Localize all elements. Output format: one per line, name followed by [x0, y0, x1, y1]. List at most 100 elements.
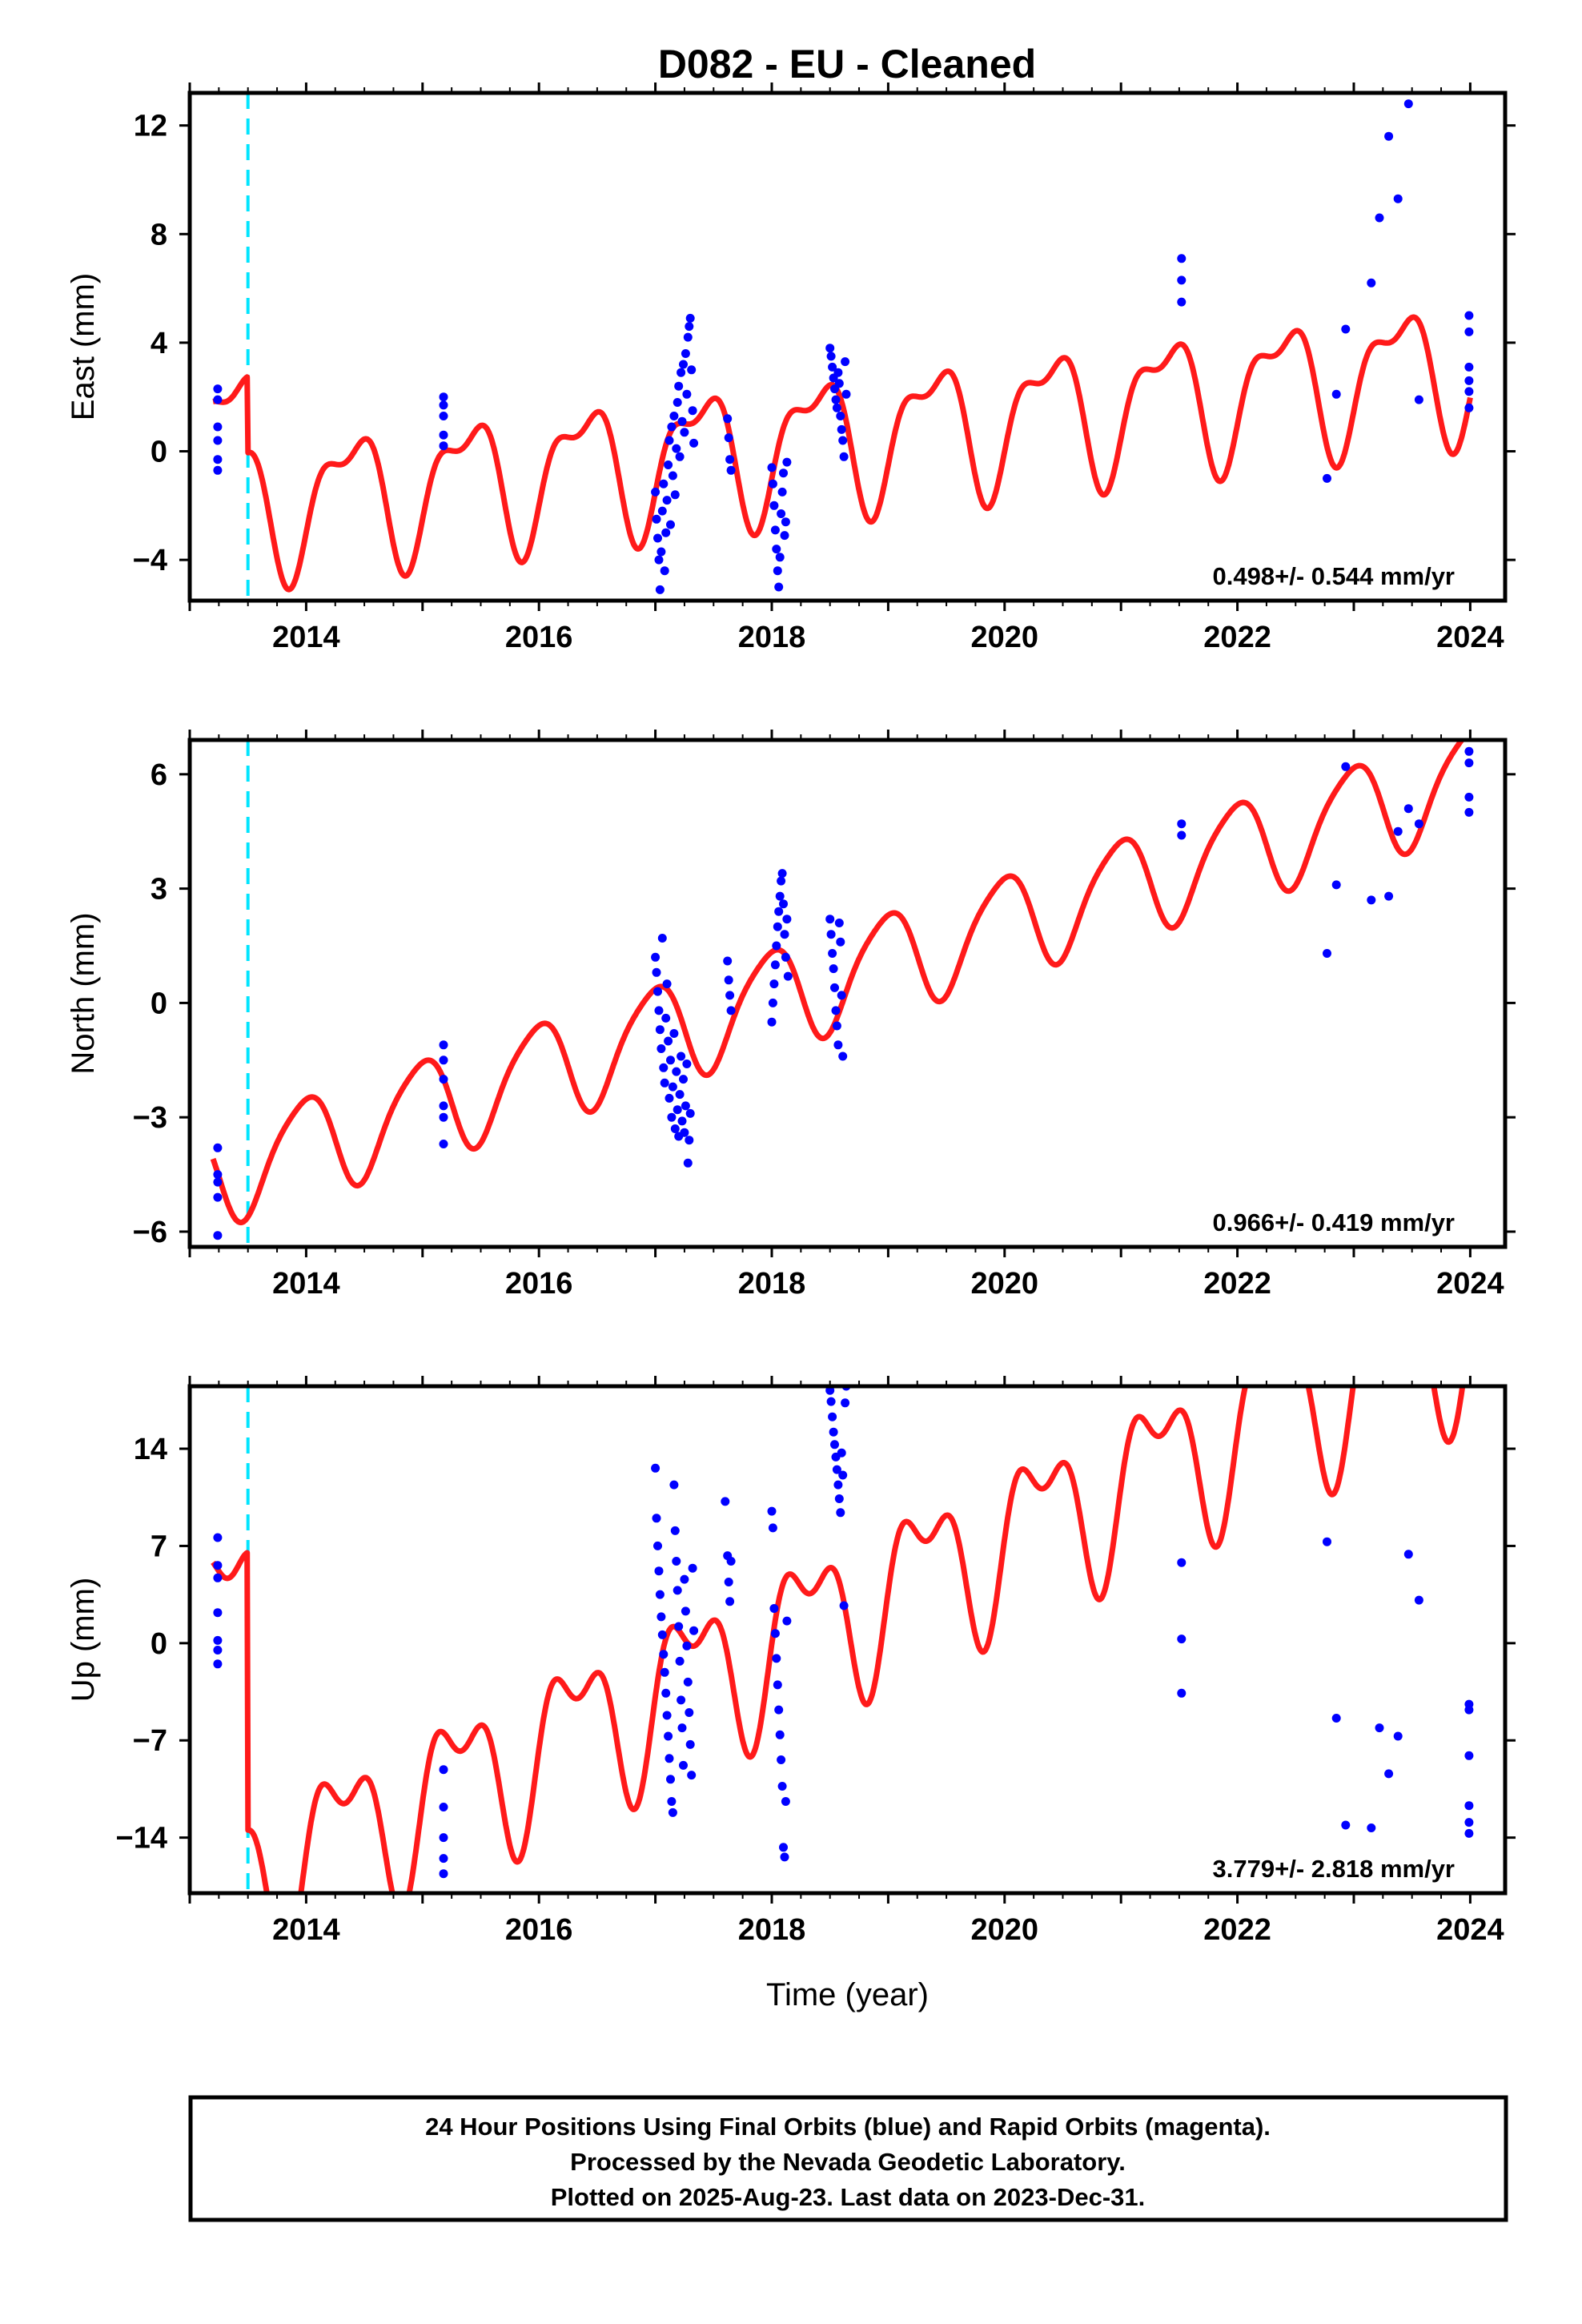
data-point — [782, 915, 792, 924]
data-point — [772, 1654, 781, 1663]
data-point — [652, 967, 661, 977]
data-point — [1331, 880, 1341, 890]
data-point — [439, 1140, 448, 1148]
y-axis-label: North (mm) — [66, 912, 101, 1074]
data-point — [651, 487, 661, 497]
model-curve — [211, 314, 1473, 593]
data-point — [439, 1765, 448, 1775]
data-points — [213, 1386, 1474, 1879]
data-point — [439, 1101, 448, 1111]
data-point — [652, 1514, 661, 1523]
data-point — [439, 1040, 448, 1050]
data-point — [1464, 376, 1474, 385]
data-point — [677, 1116, 687, 1126]
data-point — [767, 1017, 777, 1027]
data-point — [1403, 1550, 1413, 1559]
data-point — [662, 1711, 672, 1720]
data-point — [1177, 1558, 1186, 1567]
data-point — [662, 979, 672, 989]
data-point — [768, 998, 777, 1007]
data-point — [213, 1231, 223, 1240]
data-point — [1464, 1828, 1474, 1838]
data-point — [683, 1677, 693, 1687]
data-point — [685, 1136, 694, 1145]
x-tick-label: 2018 — [738, 1267, 806, 1301]
data-point — [685, 313, 695, 323]
panel-0: 2014 2016 2018 2020 2022 2024 −4 0 4 8 12 East (mm)… — [66, 82, 1516, 654]
x-tick-label: 2022 — [1203, 1913, 1271, 1947]
x-tick-label: 2016 — [505, 1913, 573, 1947]
data-point — [1375, 1723, 1384, 1733]
data-point — [659, 479, 669, 489]
x-tick-label: 2018 — [738, 1913, 806, 1947]
data-point — [213, 1192, 223, 1202]
data-point — [670, 1124, 680, 1133]
data-point — [681, 1101, 690, 1111]
data-point — [675, 452, 685, 461]
x-tick-label: 2014 — [272, 1913, 340, 1947]
x-tick-label: 2014 — [272, 1267, 340, 1301]
data-point — [683, 1158, 693, 1168]
data-point — [1375, 213, 1384, 223]
data-point — [439, 441, 448, 451]
data-point — [837, 991, 846, 1000]
y-tick-label: 3 — [151, 873, 167, 907]
data-point — [660, 566, 669, 576]
data-point — [213, 1177, 223, 1187]
data-point — [767, 463, 777, 472]
data-point — [439, 1869, 448, 1879]
data-point — [653, 987, 662, 996]
data-point — [213, 1573, 223, 1582]
data-point — [687, 1771, 697, 1780]
data-point — [669, 1480, 679, 1490]
data-point — [770, 1629, 780, 1638]
data-point — [1177, 297, 1186, 307]
data-point — [654, 555, 664, 565]
data-point — [682, 1641, 692, 1651]
data-point — [780, 1852, 789, 1862]
x-tick-label: 2024 — [1436, 621, 1504, 654]
data-point — [660, 1078, 669, 1088]
data-point — [1464, 746, 1474, 756]
data-point — [839, 452, 849, 461]
data-point — [1464, 403, 1474, 412]
x-tick-label: 2024 — [1436, 1267, 1504, 1301]
data-point — [836, 1508, 845, 1518]
data-point — [688, 1563, 697, 1573]
data-point — [1341, 324, 1351, 334]
y-tick-label: 0 — [151, 987, 167, 1020]
data-point — [439, 1075, 448, 1084]
data-point — [1367, 278, 1376, 287]
data-point — [772, 941, 781, 951]
data-point — [826, 1397, 836, 1406]
data-point — [1393, 1731, 1403, 1741]
data-point — [653, 1541, 662, 1550]
data-point — [213, 1533, 223, 1542]
data-point — [726, 1006, 736, 1015]
data-point — [675, 1090, 685, 1100]
data-point — [685, 1708, 694, 1717]
data-point — [679, 360, 688, 369]
data-point — [679, 1075, 688, 1084]
data-point — [654, 1566, 664, 1576]
y-tick-label: 8 — [151, 218, 167, 251]
data-point — [726, 465, 736, 475]
data-point — [781, 952, 790, 962]
x-tick-label: 2020 — [971, 1913, 1039, 1947]
data-point — [657, 934, 667, 943]
data-point — [655, 1025, 665, 1035]
data-points — [213, 99, 1474, 594]
data-point — [656, 1612, 666, 1622]
data-point — [1464, 1751, 1474, 1760]
y-tick-label: 14 — [134, 1433, 167, 1466]
data-point — [680, 428, 689, 437]
data-point — [837, 424, 846, 434]
data-point — [677, 416, 687, 426]
data-point — [837, 1448, 846, 1458]
panels-group: 2014 2016 2018 2020 2022 2024 −4 0 4 8 12 East (mm)… — [66, 82, 1516, 2012]
data-point — [1177, 830, 1186, 840]
data-point — [1177, 1688, 1186, 1698]
data-point — [213, 1635, 223, 1645]
data-point — [773, 566, 782, 576]
